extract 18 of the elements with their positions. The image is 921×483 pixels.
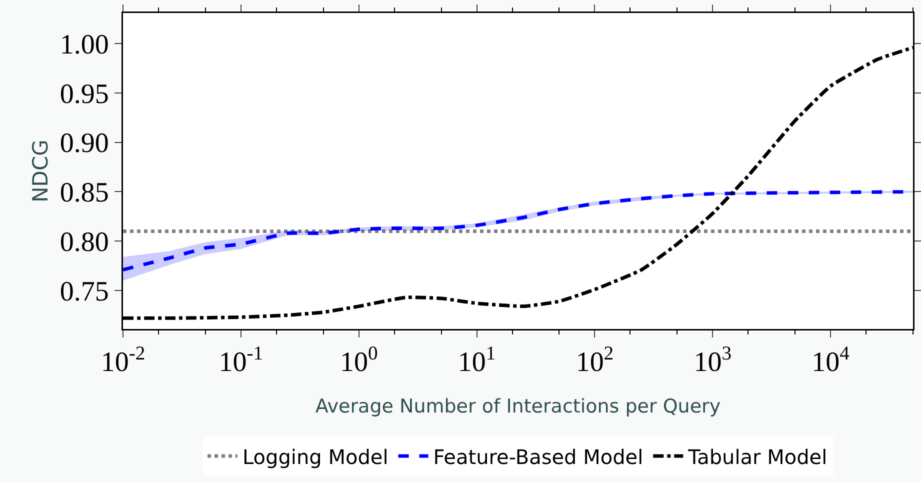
legend-label: Tabular Model (687, 444, 828, 469)
legend-label: Feature-Based Model (433, 444, 644, 469)
legend-label: Logging Model (242, 444, 388, 469)
x-tick-label: 10$^{-1}$ (218, 343, 264, 378)
x-axis-title: Average Number of Interactions per Query (315, 396, 721, 418)
x-tick-label: 10$^{0}$ (340, 343, 378, 378)
y-tick-label: 0.90 (60, 128, 109, 160)
y-tick-label: 0.80 (60, 226, 109, 258)
y-tick-label: 0.85 (60, 178, 109, 209)
y-tick-label: 0.75 (60, 276, 109, 308)
x-tick-label: 10$^{3}$ (694, 343, 732, 378)
y-tick-label: 0.95 (60, 78, 109, 110)
x-tick-label: 10$^{-2}$ (100, 343, 146, 378)
y-tick-label: 1.00 (60, 29, 109, 60)
x-tick-label: 10$^{2}$ (576, 343, 614, 378)
x-tick-label: 10$^{4}$ (812, 343, 850, 378)
y-axis-title: NDCG (28, 140, 52, 202)
x-tick-label: 10$^{1}$ (458, 343, 496, 378)
